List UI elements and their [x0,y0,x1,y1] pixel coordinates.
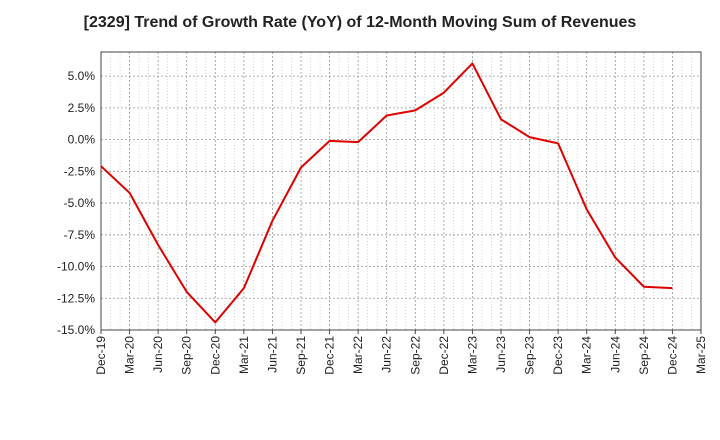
y-tick-label: 5.0% [68,69,96,83]
series-line [100,62,673,324]
y-tick-label: -2.5% [64,164,96,178]
y-tick-label: -7.5% [64,228,96,242]
plot-frame [100,51,702,331]
y-tick-label: -5.0% [64,196,96,210]
x-tick-label: Mar-23 [465,336,479,374]
x-tick-label: Mar-25 [694,336,708,374]
x-tick-label: Sep-24 [637,336,651,375]
y-tick-label: 0.0% [68,133,96,147]
x-tick-label: Jun-20 [151,336,165,373]
chart-title: [2329] Trend of Growth Rate (YoY) of 12-… [83,14,637,31]
y-tick-label: -10.0% [57,260,95,274]
x-tick-label: Dec-24 [665,336,679,375]
y-tick-label: 2.5% [68,101,96,115]
x-tick-label: Dec-21 [323,336,337,375]
x-tick-label: Dec-20 [208,336,222,375]
x-tick-label: Jun-24 [608,336,622,373]
x-tick-label: Dec-22 [437,336,451,375]
y-tick-label: -15.0% [57,323,95,337]
x-tick-label: Mar-22 [351,336,365,374]
x-tick-label: Jun-21 [265,336,279,373]
x-tick-label: Sep-20 [180,336,194,375]
x-tick-label: Jun-23 [494,336,508,373]
x-tick-label: Jun-22 [380,336,394,373]
x-tick-label: Mar-20 [123,336,137,374]
x-tick-label: Sep-21 [294,336,308,375]
x-tick-label: Dec-19 [94,336,108,375]
x-tick-label: Mar-24 [580,336,594,374]
x-tick-label: Mar-21 [237,336,251,374]
x-tick-label: Sep-23 [523,336,537,375]
plot-area [101,52,701,330]
x-tick-label: Sep-22 [408,336,422,375]
y-tick-label: -12.5% [57,291,95,305]
x-tick-label: Dec-23 [551,336,565,375]
